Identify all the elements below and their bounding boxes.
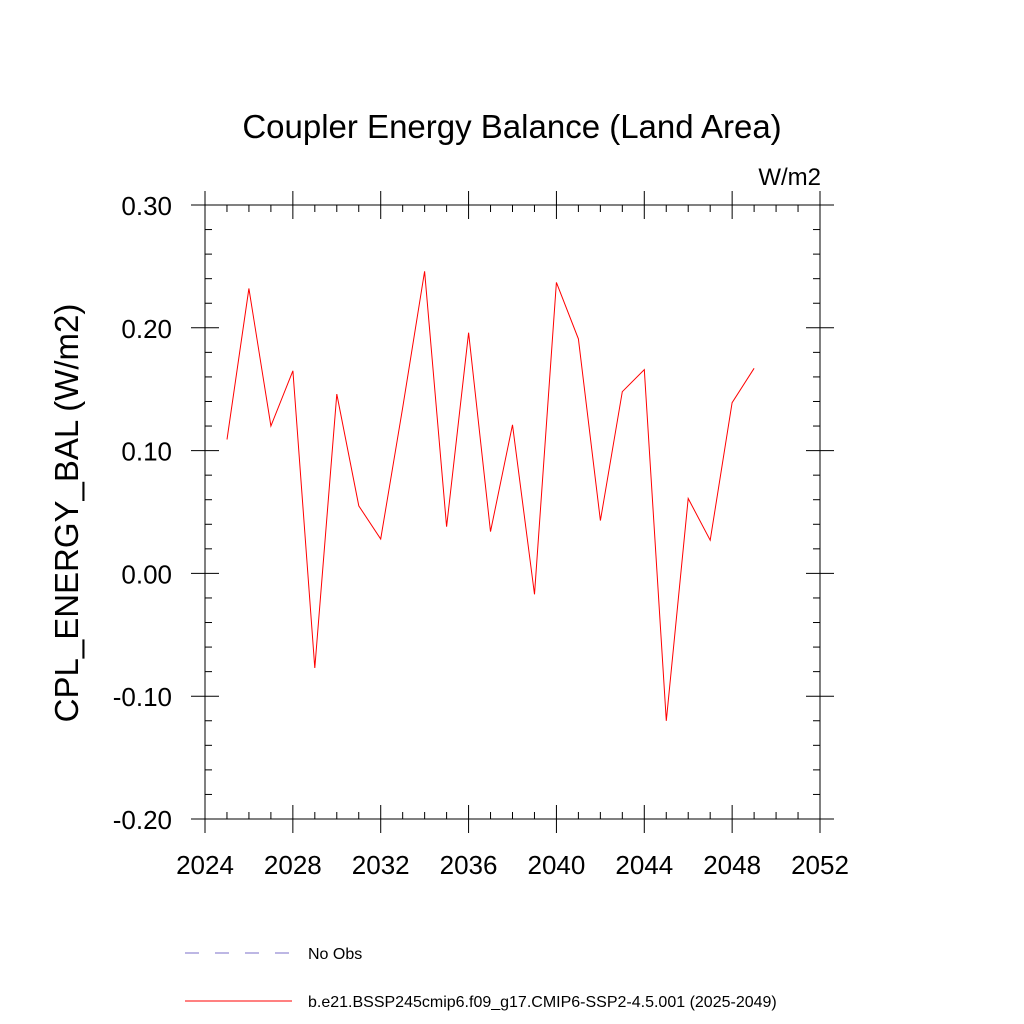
x-tick-label: 2048 bbox=[703, 850, 761, 880]
plot-frame bbox=[204, 204, 821, 820]
chart-title: Coupler Energy Balance (Land Area) bbox=[242, 108, 781, 145]
legend-label-no-obs: No Obs bbox=[308, 946, 362, 963]
y-axis: -0.20 -0.10 0.00 0.10 0.20 0.30 bbox=[113, 191, 834, 835]
x-tick-label: 2024 bbox=[176, 850, 234, 880]
x-tick-label: 2032 bbox=[352, 850, 410, 880]
minor-ticks bbox=[205, 205, 820, 819]
x-tick-label: 2036 bbox=[440, 850, 498, 880]
units-label: W/m2 bbox=[758, 164, 821, 191]
legend: No Obs b.e21.BSSP245cmip6.f09_g17.CMIP6-… bbox=[185, 946, 777, 1011]
x-axis: 2024 2028 2032 2036 2040 2044 2048 2052 bbox=[176, 191, 849, 880]
y-tick-label: 0.20 bbox=[121, 314, 172, 344]
x-tick-label: 2028 bbox=[264, 850, 322, 880]
x-tick-label: 2040 bbox=[528, 850, 586, 880]
series-layer bbox=[226, 271, 755, 721]
legend-label-model-run: b.e21.BSSP245cmip6.f09_g17.CMIP6-SSP2-4.… bbox=[308, 994, 777, 1011]
y-tick-label: 0.00 bbox=[121, 559, 172, 589]
x-tick-label: 2044 bbox=[615, 850, 673, 880]
x-tick-label: 2052 bbox=[791, 850, 849, 880]
y-tick-label: -0.20 bbox=[113, 805, 172, 835]
y-tick-label: -0.10 bbox=[113, 682, 172, 712]
y-tick-label: 0.10 bbox=[121, 437, 172, 467]
y-axis-label: CPL_ENERGY_BAL (W/m2) bbox=[48, 304, 85, 723]
series-line bbox=[226, 271, 755, 721]
y-tick-label: 0.30 bbox=[121, 191, 172, 221]
